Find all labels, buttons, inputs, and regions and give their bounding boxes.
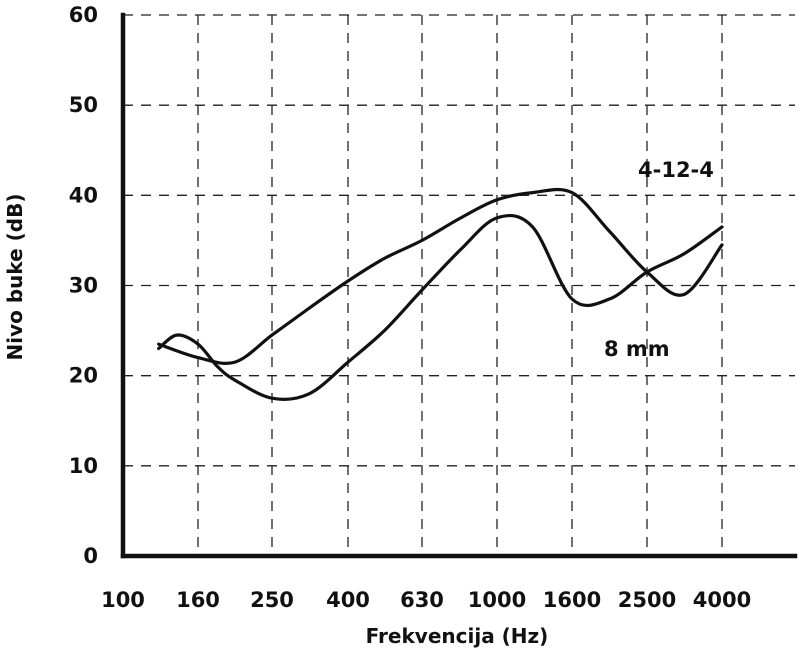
x-tick-label: 160	[176, 588, 220, 612]
y-tick-label: 0	[83, 544, 98, 568]
grid	[123, 14, 795, 556]
series-label-8mm: 8 mm	[604, 337, 670, 361]
series-line-4-12-4	[157, 187, 724, 366]
x-tick-label: 2500	[618, 588, 676, 612]
series-label-4-12-4: 4-12-4	[638, 158, 714, 182]
y-tick-label: 30	[69, 274, 98, 298]
x-tick-label: 100	[101, 588, 145, 612]
series-line-8mm	[157, 213, 724, 401]
x-axis-title: Frekvencija (Hz)	[366, 624, 549, 648]
axes	[120, 12, 798, 559]
y-axis-title: Nivo buke (dB)	[3, 193, 27, 360]
series-lines	[157, 187, 724, 401]
y-tick-label: 50	[69, 93, 98, 117]
y-tick-label: 20	[69, 364, 98, 388]
y-tick-label: 10	[69, 454, 98, 478]
x-tick-label: 630	[400, 588, 444, 612]
series-labels: 4-12-4 8 mm	[604, 158, 714, 361]
x-tick-label: 1000	[468, 588, 526, 612]
x-tick-label: 250	[250, 588, 294, 612]
x-tick-label: 400	[326, 588, 370, 612]
x-tick-label: 4000	[693, 588, 751, 612]
y-tick-label: 60	[69, 3, 98, 27]
tick-labels: 100 160 250 400 630 1000 1600 2500 4000 0 10 20 30 40…	[69, 3, 751, 612]
x-tick-label: 1600	[543, 588, 601, 612]
y-tick-label: 40	[69, 183, 98, 207]
